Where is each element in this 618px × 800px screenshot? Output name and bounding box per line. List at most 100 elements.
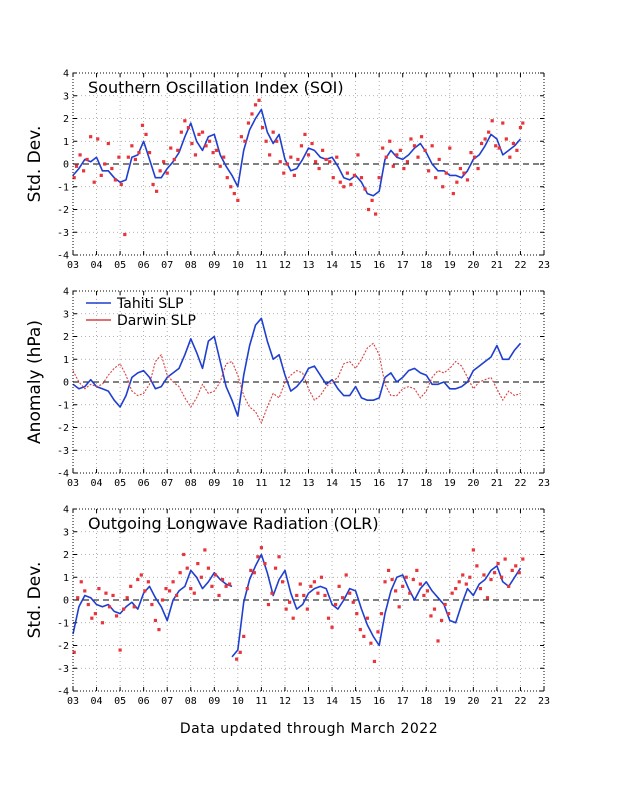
data-point (182, 552, 186, 557)
data-point (144, 132, 148, 137)
plot-frame (72, 290, 545, 474)
data-point (238, 650, 242, 654)
data-point (335, 155, 339, 159)
data-point (220, 577, 225, 582)
data-point (508, 155, 512, 159)
data-point (326, 616, 331, 620)
data-point (369, 641, 373, 645)
x-tick-label: 10 (232, 478, 244, 489)
data-point (316, 591, 320, 595)
data-point (291, 616, 295, 620)
x-tick-label: 09 (208, 478, 220, 489)
x-tick-label: 11 (255, 696, 267, 707)
y-tick-label: 2 (63, 550, 69, 561)
data-point (178, 571, 182, 575)
data-point (253, 103, 258, 107)
data-point (106, 141, 110, 146)
data-point (515, 148, 519, 152)
x-tick-label: 06 (138, 260, 150, 271)
data-point (275, 139, 279, 143)
data-point (341, 596, 345, 600)
data-point (436, 639, 440, 643)
panel-title: Outgoing Longwave Radiation (OLR) (88, 514, 379, 533)
data-point (348, 591, 352, 595)
data-point (222, 155, 226, 159)
data-point (196, 562, 200, 566)
data-point (104, 591, 108, 595)
y-tick-label: 0 (63, 596, 69, 607)
data-point (189, 587, 193, 591)
data-point (479, 141, 484, 146)
data-point (310, 141, 314, 146)
data-point (485, 596, 490, 600)
y-tick-label: -3 (57, 664, 69, 675)
data-point (344, 573, 348, 577)
y-tick-label: 0 (63, 378, 69, 389)
data-point (125, 596, 129, 600)
data-point (402, 166, 406, 171)
data-point (365, 616, 369, 620)
x-tick-label: 09 (208, 260, 220, 271)
data-point (356, 153, 360, 157)
data-point (521, 121, 525, 125)
data-point (358, 627, 362, 632)
data-point (143, 589, 147, 593)
data-point (204, 144, 208, 148)
data-point (468, 575, 472, 579)
data-point (349, 182, 353, 187)
data-point (158, 169, 162, 173)
data-point (295, 593, 299, 598)
data-point (390, 577, 394, 582)
data-point (472, 155, 477, 159)
data-point (271, 130, 275, 134)
x-tick-label: 04 (91, 478, 103, 489)
x-tick-label: 23 (538, 260, 550, 271)
data-point (303, 132, 307, 137)
data-point (239, 135, 243, 139)
data-point (494, 144, 498, 148)
data-point (264, 139, 268, 143)
data-point (165, 171, 169, 175)
data-point (215, 148, 219, 152)
data-point (160, 598, 165, 602)
data-point (306, 153, 311, 157)
data-point (404, 575, 408, 579)
data-point (278, 160, 282, 164)
data-point (140, 123, 145, 127)
x-tick-label: 10 (232, 260, 244, 271)
data-point (225, 176, 229, 180)
x-tick-label: 16 (373, 478, 385, 489)
data-point (179, 130, 183, 134)
data-point (462, 171, 466, 175)
data-point (236, 198, 240, 202)
data-point (328, 160, 332, 164)
data-point (313, 160, 318, 164)
data-point (280, 580, 285, 584)
data-point (409, 137, 413, 141)
x-tick-label: 07 (161, 478, 173, 489)
data-point (89, 135, 93, 139)
x-tick-label: 20 (467, 478, 479, 489)
x-tick-label: 19 (444, 260, 456, 271)
data-point (213, 573, 218, 577)
x-tick-label: 12 (279, 696, 291, 707)
x-tick-label: 16 (373, 696, 385, 707)
data-point (412, 144, 417, 148)
data-point (423, 148, 427, 152)
x-tick-label: 11 (255, 478, 267, 489)
data-point (342, 185, 346, 189)
x-tick-label: 08 (185, 260, 197, 271)
x-tick-label: 08 (185, 696, 197, 707)
data-point (250, 112, 254, 116)
data-point (186, 126, 190, 130)
y-tick-label: -4 (57, 469, 69, 480)
data-point (416, 155, 420, 159)
y-tick-label: -2 (57, 205, 69, 216)
plot-frame (72, 72, 545, 256)
data-point (167, 589, 172, 593)
data-point (501, 121, 505, 125)
data-point (377, 176, 381, 180)
chart-panel-2: 03 04 05 06 07 08 09 10 11 12 13 14 15 16 17 18 19 20 21 22… (25, 287, 550, 490)
data-point (176, 148, 180, 152)
data-point (395, 153, 399, 157)
